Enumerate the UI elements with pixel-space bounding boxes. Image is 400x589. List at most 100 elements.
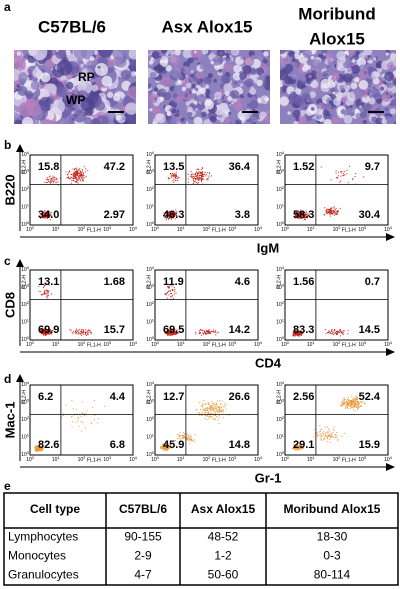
flow-x-label: FL1-H xyxy=(342,342,356,348)
table-header: Moribund Alox15 xyxy=(284,502,381,516)
tick-exp: 1 xyxy=(282,318,285,323)
flow-y-label: FL2-H xyxy=(21,275,27,289)
tick-exp: 0 xyxy=(27,335,30,340)
flow-plot xyxy=(154,154,259,226)
table-cell: 48-52 xyxy=(208,530,239,544)
table-cell: 80-114 xyxy=(314,568,351,582)
tick-base: 10 xyxy=(177,457,183,463)
x-tick-label: 102 xyxy=(203,455,212,463)
tick-base: 10 xyxy=(103,227,109,233)
x-tick-label: 104 xyxy=(254,225,263,233)
flow-y-label: FL2-H xyxy=(276,160,282,174)
x-tick-label: 100 xyxy=(151,455,160,463)
quadrant-value: 0.7 xyxy=(365,276,380,288)
x-tick-label: 102 xyxy=(333,225,342,233)
tick-base: 10 xyxy=(281,342,287,348)
table-cell: 18-30 xyxy=(317,530,348,544)
y-tick-label: 101 xyxy=(21,318,30,326)
quadrant-value: 69.5 xyxy=(163,324,184,336)
tick-base: 10 xyxy=(276,170,282,176)
tick-base: 10 xyxy=(146,452,152,458)
tick-exp: 3 xyxy=(364,340,367,345)
quadrant-value: 15.7 xyxy=(104,324,125,336)
y-tick-label: 103 xyxy=(276,398,285,406)
tick-base: 10 xyxy=(129,227,135,233)
x-axis-label: Gr-1 xyxy=(255,470,282,485)
table-cell: 0-3 xyxy=(323,549,341,563)
tick-base: 10 xyxy=(52,227,58,233)
tick-exp: 4 xyxy=(27,265,30,270)
x-tick-label: 100 xyxy=(281,340,290,348)
y-tick-label: 104 xyxy=(21,265,30,273)
x-tick-label: 104 xyxy=(384,340,393,348)
tick-base: 10 xyxy=(146,285,152,291)
y-tick-label: 102 xyxy=(276,415,285,423)
column-title: C57BL/6 xyxy=(38,17,106,36)
y-tick-label: 103 xyxy=(21,398,30,406)
tick-exp: 1 xyxy=(27,203,30,208)
table-header: C57BL/6 xyxy=(119,502,167,516)
y-tick-label: 101 xyxy=(21,203,30,211)
tick-base: 10 xyxy=(21,452,27,458)
column-title: Moribund xyxy=(298,4,375,23)
y-tick-label: 101 xyxy=(146,318,155,326)
tick-base: 10 xyxy=(146,152,152,158)
tick-base: 10 xyxy=(26,342,32,348)
tick-base: 10 xyxy=(203,342,209,348)
tick-base: 10 xyxy=(21,267,27,273)
tick-exp: 1 xyxy=(152,318,155,323)
x-axis-label: IgM xyxy=(257,240,279,255)
flow-plot xyxy=(284,269,389,341)
tick-base: 10 xyxy=(228,457,234,463)
x-tick-label: 102 xyxy=(78,455,87,463)
tick-base: 10 xyxy=(26,227,32,233)
tick-exp: 0 xyxy=(282,450,285,455)
tick-exp: 0 xyxy=(152,335,155,340)
tick-exp: 2 xyxy=(282,300,285,305)
tick-exp: 3 xyxy=(234,225,237,230)
tick-exp: 3 xyxy=(234,340,237,345)
tick-exp: 3 xyxy=(152,168,155,173)
x-tick-label: 100 xyxy=(151,340,160,348)
quadrant-value: 3.8 xyxy=(235,209,250,221)
y-tick-label: 104 xyxy=(146,265,155,273)
quadrant-value: 14.5 xyxy=(359,324,380,336)
y-tick-label: 104 xyxy=(276,265,285,273)
tick-exp: 0 xyxy=(282,220,285,225)
flow-x-label: FL1-H xyxy=(87,457,101,463)
x-tick-label: 101 xyxy=(52,455,61,463)
table-cell: 4-7 xyxy=(134,568,152,582)
tick-base: 10 xyxy=(276,152,282,158)
tick-exp: 0 xyxy=(157,340,160,345)
tick-base: 10 xyxy=(78,342,84,348)
tick-base: 10 xyxy=(146,320,152,326)
quadrant-value: 83.3 xyxy=(293,324,314,336)
quadrant-value: 82.6 xyxy=(38,439,59,451)
y-tick-label: 103 xyxy=(146,398,155,406)
tick-exp: 3 xyxy=(234,455,237,460)
y-tick-label: 101 xyxy=(146,433,155,441)
flow-y-label: FL2-H xyxy=(21,390,27,404)
x-tick-label: 103 xyxy=(103,340,112,348)
tick-exp: 1 xyxy=(152,203,155,208)
tick-exp: 1 xyxy=(312,455,315,460)
tick-base: 10 xyxy=(52,342,58,348)
x-tick-label: 102 xyxy=(78,225,87,233)
tick-exp: 2 xyxy=(83,340,86,345)
tick-exp: 1 xyxy=(27,433,30,438)
tick-base: 10 xyxy=(52,457,58,463)
y-tick-label: 103 xyxy=(21,168,30,176)
tick-exp: 0 xyxy=(157,455,160,460)
quadrant-value: 69.9 xyxy=(38,324,59,336)
y-tick-label: 100 xyxy=(276,220,285,228)
tick-base: 10 xyxy=(146,205,152,211)
table-header: Asx Alox15 xyxy=(191,502,256,516)
tick-base: 10 xyxy=(21,337,27,343)
flow-plot xyxy=(154,269,259,341)
tick-exp: 4 xyxy=(27,150,30,155)
tick-exp: 3 xyxy=(109,455,112,460)
table-cell: Monocytes xyxy=(8,549,66,563)
tick-base: 10 xyxy=(21,320,27,326)
y-tick-label: 101 xyxy=(276,203,285,211)
flow-y-label: FL2-H xyxy=(276,275,282,289)
